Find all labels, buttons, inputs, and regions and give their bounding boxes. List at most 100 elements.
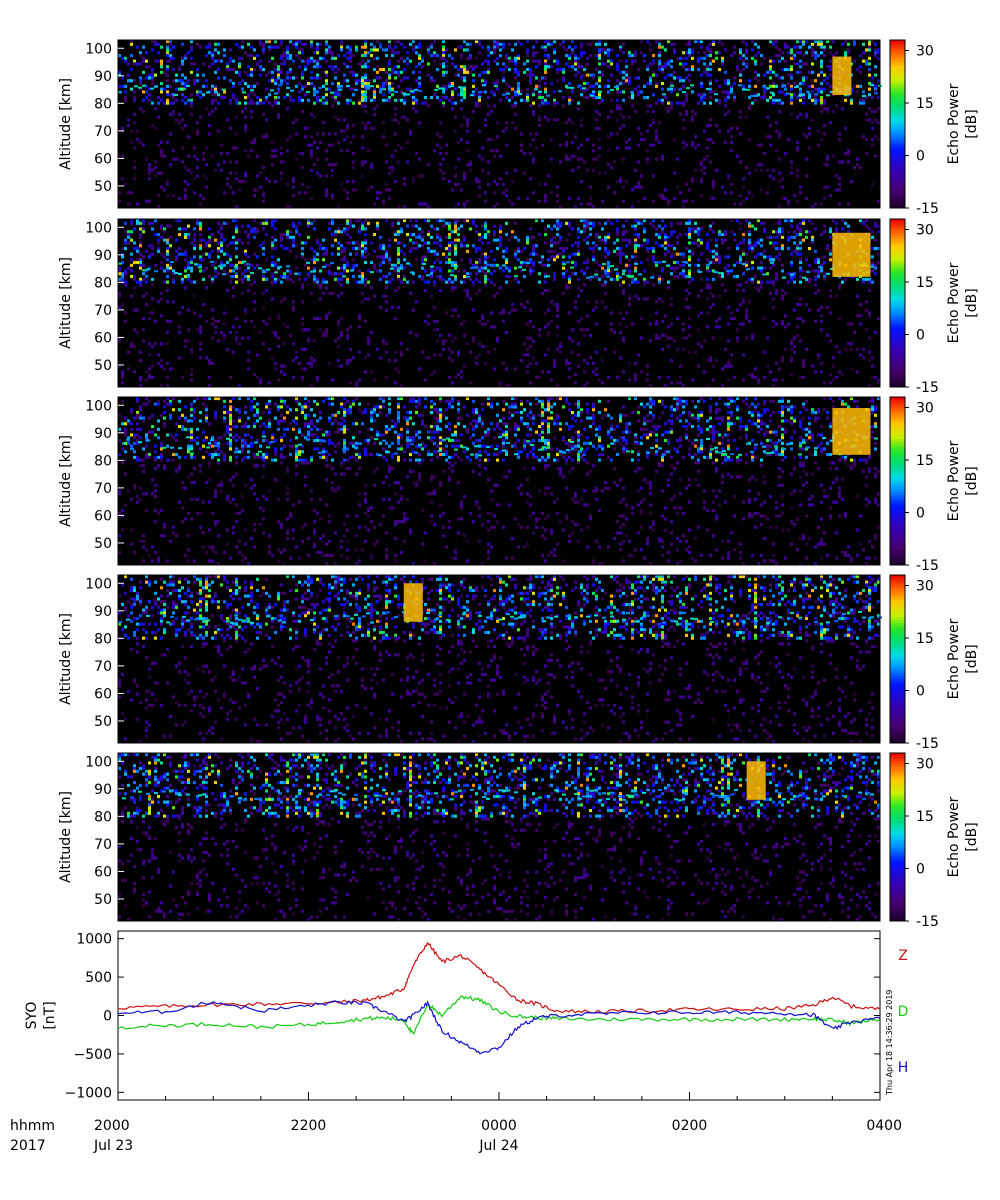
colorbar: 30 15 0 -15 Echo Power [dB] <box>889 574 980 752</box>
xtick-time-label: 2000 <box>94 1118 130 1134</box>
ytick-label: 80 <box>94 809 112 825</box>
echo-panel-4: 50 60 70 80 90 100 Altitude [km] 30 15 0 -15 Echo P… <box>58 574 980 752</box>
ytick-label: −500 <box>74 1047 112 1063</box>
ytick-label: 1000 <box>76 932 112 948</box>
echo-texture <box>118 753 880 922</box>
colorbar: 30 15 0 -15 Echo Power [dB] <box>889 218 980 396</box>
colorbar: 30 15 0 -15 Echo Power [dB] <box>889 396 980 574</box>
legend-z: Z <box>898 948 908 964</box>
echo-panel-3: 50 60 70 80 90 100 Altitude [km] 30 15 0 -15 Echo P… <box>58 396 980 574</box>
ytick-label: 0 <box>103 1009 112 1025</box>
xtick-time-label: 0200 <box>672 1118 708 1134</box>
ytick-label: 100 <box>85 398 112 414</box>
colorbar: 30 15 0 -15 Echo Power [dB] <box>889 39 980 217</box>
ylabel: Altitude [km] <box>58 613 74 705</box>
series-d-line <box>117 995 881 1035</box>
colorbar-tick-label: 0 <box>916 328 925 344</box>
strong-echo <box>832 56 852 96</box>
echo-panel-2: 50 60 70 80 90 100 Altitude [km] 30 15 0 -15 Echo P… <box>58 218 980 396</box>
xaxis-year-label: 2017 <box>10 1138 46 1154</box>
panel-frame <box>117 218 881 388</box>
colorbar-label: Echo Power <box>946 796 962 877</box>
ytick-label: 70 <box>94 124 112 140</box>
echo-texture <box>118 40 882 209</box>
colorbar-tick-label: 15 <box>916 275 934 291</box>
ytick-label: 80 <box>94 275 112 291</box>
legend-h: H <box>898 1060 909 1076</box>
colorbar-tick-label: 0 <box>916 149 925 165</box>
xaxis-corner-label: hhmm <box>10 1118 55 1134</box>
colorbar-tick-label: 30 <box>916 757 934 773</box>
colorbar-label: Echo Power <box>946 262 962 343</box>
panel-frame <box>117 39 881 209</box>
colorbar-unit: [dB] <box>964 466 980 495</box>
ylabel: Altitude [km] <box>58 78 74 170</box>
ytick-label: 90 <box>94 248 112 264</box>
colorbar-unit: [dB] <box>964 822 980 851</box>
colorbar-unit: [dB] <box>964 288 980 317</box>
xtick-time-label: 2200 <box>291 1118 327 1134</box>
ytick-label: 70 <box>94 303 112 319</box>
colorbar-tick-label: -15 <box>916 558 939 574</box>
strong-echo <box>746 761 766 800</box>
colorbar-tick-label: 30 <box>916 223 934 239</box>
ytick-label: 50 <box>94 179 112 195</box>
colorbar-tick-label: 30 <box>916 579 934 595</box>
xtick-date-label: Jul 23 <box>93 1138 133 1154</box>
ytick-label: 100 <box>85 220 112 236</box>
strong-echo <box>403 583 423 622</box>
strong-echo <box>832 232 871 277</box>
ytick-label: 70 <box>94 837 112 853</box>
strong-echo <box>832 408 871 455</box>
colorbar-tick-label: 15 <box>916 631 934 647</box>
colorbar: 30 15 0 -15 Echo Power [dB] <box>889 752 980 930</box>
colorbar-label: Echo Power <box>946 618 962 699</box>
echo-panel-5: 50 60 70 80 90 100 Altitude [km] 30 15 0 -15 Echo P… <box>58 752 980 930</box>
colorbar-label: Echo Power <box>946 440 962 521</box>
panel-frame <box>117 752 881 922</box>
colorbar-tick-label: 0 <box>916 684 925 700</box>
echo-texture <box>118 219 880 388</box>
xtick-time-label: 0000 <box>481 1118 517 1134</box>
colorbar-tick-label: -15 <box>916 736 939 752</box>
mag-frame <box>117 930 881 1101</box>
ylabel: Altitude [km] <box>58 791 74 883</box>
xtick-time-label: 0400 <box>866 1118 902 1134</box>
series-z-line <box>117 941 881 1014</box>
panel-frame <box>117 396 881 566</box>
colorbar-unit: [dB] <box>964 644 980 673</box>
colorbar-tick-label: 15 <box>916 96 934 112</box>
ytick-label: 50 <box>94 358 112 374</box>
ytick-label: 60 <box>94 330 112 346</box>
ytick-label: 500 <box>85 970 112 986</box>
ytick-label: 100 <box>85 41 112 57</box>
xtick-date-label: Jul 24 <box>478 1138 518 1154</box>
ytick-label: 70 <box>94 481 112 497</box>
ytick-label: 100 <box>85 576 112 592</box>
colorbar-tick-label: 30 <box>916 401 934 417</box>
ytick-label: 100 <box>85 754 112 770</box>
ytick-label: 90 <box>94 604 112 620</box>
ytick-label: 90 <box>94 69 112 85</box>
ytick-label: 50 <box>94 892 112 908</box>
ytick-label: 80 <box>94 453 112 469</box>
ytick-label: 90 <box>94 426 112 442</box>
ytick-label: 90 <box>94 782 112 798</box>
colorbar-tick-label: -15 <box>916 201 939 217</box>
colorbar-tick-label: -15 <box>916 914 939 930</box>
ylabel: Altitude [km] <box>58 257 74 349</box>
unit-label: [nT] <box>42 1001 58 1029</box>
ytick-label: 60 <box>94 686 112 702</box>
station-label: SYO <box>24 1002 40 1030</box>
ytick-label: 60 <box>94 151 112 167</box>
ytick-label: 70 <box>94 659 112 675</box>
colorbar-tick-label: 30 <box>916 44 934 60</box>
ytick-label: 80 <box>94 631 112 647</box>
colorbar-tick-label: 15 <box>916 453 934 469</box>
ytick-label: 80 <box>94 96 112 112</box>
echo-panel-1: 50 60 70 80 90 100 Altitude [km] 30 15 0 -15 Echo P… <box>58 39 980 217</box>
colorbar-unit: [dB] <box>964 109 980 138</box>
ytick-label: 50 <box>94 714 112 730</box>
ytick-label: 50 <box>94 536 112 552</box>
